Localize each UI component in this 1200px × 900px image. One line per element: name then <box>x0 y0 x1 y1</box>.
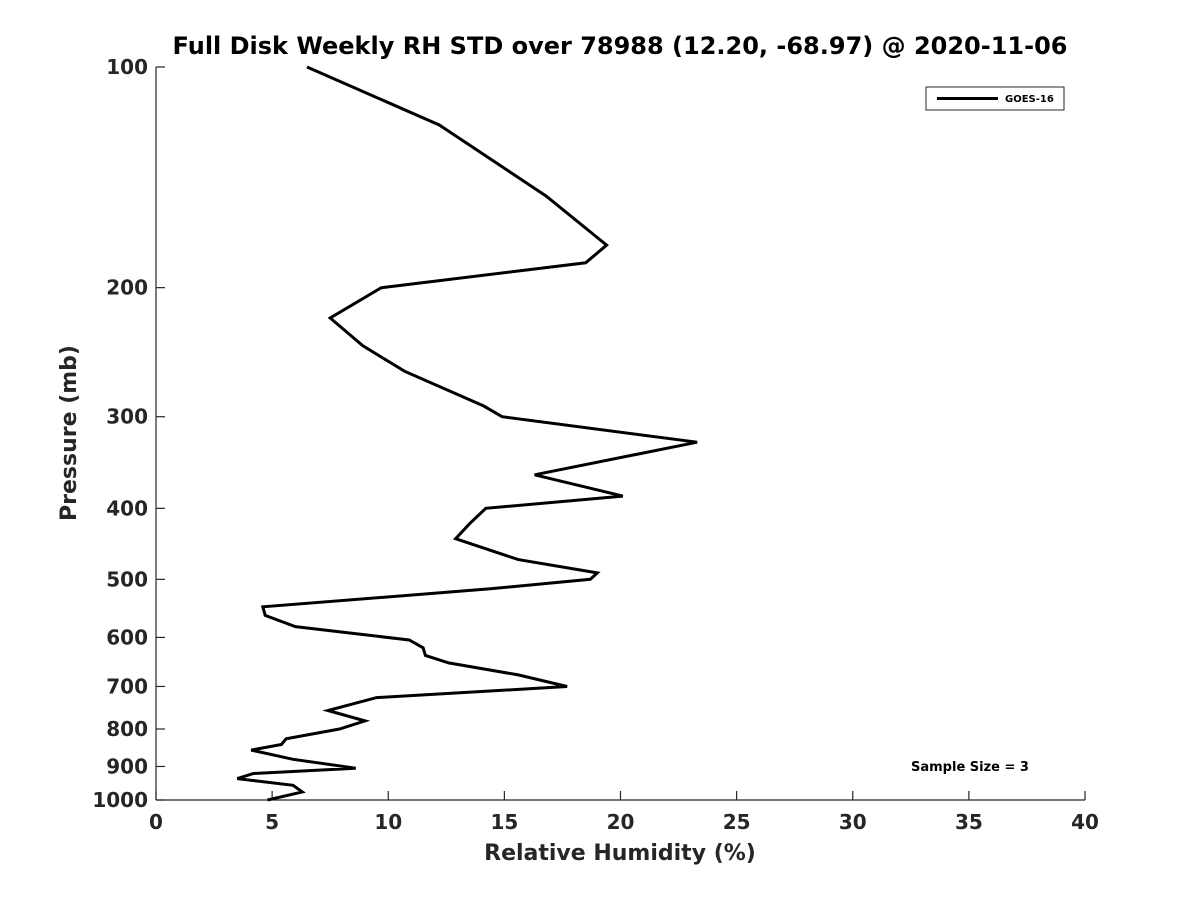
x-tick-label: 20 <box>607 810 635 834</box>
x-tick-label: 25 <box>723 810 751 834</box>
y-tick-label: 700 <box>106 674 148 698</box>
x-tick-label: 15 <box>490 810 518 834</box>
y-tick-label: 300 <box>106 405 148 429</box>
chart-title: Full Disk Weekly RH STD over 78988 (12.2… <box>173 32 1068 60</box>
y-tick-label: 900 <box>106 754 148 778</box>
y-tick-label: 200 <box>106 276 148 300</box>
y-ticks: 100 200 300 400 500 600 700 800 900 1000 <box>92 55 165 812</box>
y-tick-label: 500 <box>106 567 148 591</box>
x-axis-label: Relative Humidity (%) <box>484 841 756 866</box>
x-tick-label: 40 <box>1071 810 1099 834</box>
y-tick-label: 600 <box>106 625 148 649</box>
y-tick-label: 800 <box>106 717 148 741</box>
x-tick-label: 5 <box>265 810 279 834</box>
y-tick-label: 400 <box>106 496 148 520</box>
x-tick-label: 35 <box>955 810 983 834</box>
series-line-goes-16 <box>236 65 698 802</box>
sample-size-annotation: Sample Size = 3 <box>911 760 1029 775</box>
x-ticks: 0 5 10 15 20 25 30 35 40 <box>149 791 1099 834</box>
y-tick-label: 100 <box>106 55 148 79</box>
x-tick-label: 30 <box>839 810 867 834</box>
legend-entry-goes-16: GOES-16 <box>1005 94 1054 105</box>
x-tick-label: 0 <box>149 810 163 834</box>
legend: GOES-16 <box>925 86 1065 111</box>
y-tick-label: 1000 <box>92 788 148 812</box>
axes: 0 5 10 15 20 25 30 35 40 100 200 300 400 500 600 700 80… <box>92 55 1099 834</box>
x-tick-label: 10 <box>374 810 402 834</box>
y-axis-label: Pressure (mb) <box>57 345 82 521</box>
series-layer <box>236 65 698 802</box>
